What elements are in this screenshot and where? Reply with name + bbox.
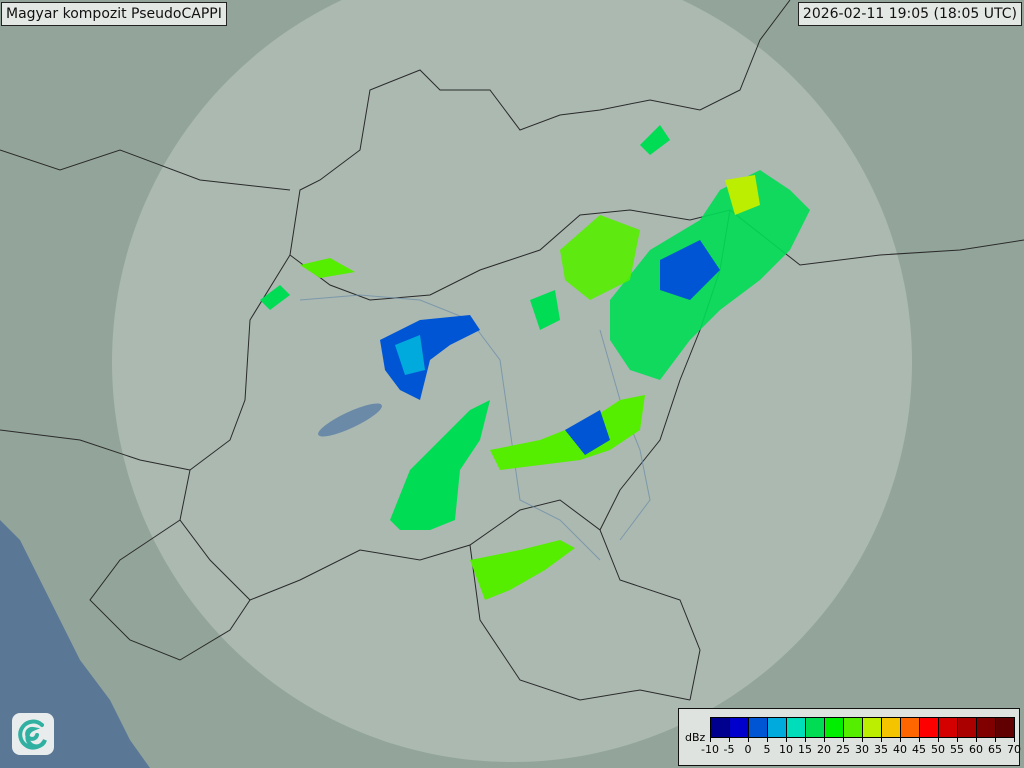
legend-tick-mark — [824, 737, 825, 742]
legend-tick-mark — [710, 737, 711, 742]
rivers — [299, 294, 651, 561]
legend-color-swatch — [996, 718, 1014, 737]
legend-tick-mark — [938, 737, 939, 742]
legend-tick-mark — [729, 737, 730, 742]
lake-balaton — [318, 403, 382, 437]
legend-tick-label: 10 — [779, 743, 793, 756]
adriatic-sea — [0, 520, 150, 768]
legend-tick-mark — [1014, 737, 1015, 742]
legend-tick-mark — [976, 737, 977, 742]
legend-color-swatch — [939, 718, 958, 737]
product-title: Magyar kompozit PseudoCAPPI — [1, 2, 227, 26]
legend-tick-label: 55 — [950, 743, 964, 756]
legend-unit: dBz — [685, 731, 706, 744]
legend-tick-mark — [919, 737, 920, 742]
legend-tick-mark — [843, 737, 844, 742]
legend-color-swatch — [749, 718, 768, 737]
legend-color-swatch — [901, 718, 920, 737]
dbz-legend: dBz -10 -5 0 5 10 15 20 25 30 35 40 45 50 55 60 65 70 — [678, 708, 1021, 766]
legend-tick-mark — [767, 737, 768, 742]
legend-tick-mark — [805, 737, 806, 742]
radar-coverage-area — [112, 0, 912, 762]
legend-tick-mark — [957, 737, 958, 742]
precipitation-echoes — [260, 125, 810, 600]
country-borders — [0, 0, 1024, 701]
legend-tick-mark — [862, 737, 863, 742]
legend-color-swatch — [844, 718, 863, 737]
legend-color-swatch — [787, 718, 806, 737]
swirl-logo-icon — [12, 713, 54, 755]
legend-tick-label: 35 — [874, 743, 888, 756]
legend-tick-mark — [995, 737, 996, 742]
legend-color-swatch — [806, 718, 825, 737]
legend-tick-label: -10 — [701, 743, 719, 756]
legend-tick-label: 30 — [855, 743, 869, 756]
legend-tick-label: 60 — [969, 743, 983, 756]
legend-color-swatch — [958, 718, 977, 737]
legend-tick-label: 5 — [763, 743, 771, 756]
legend-tick-label: 15 — [798, 743, 812, 756]
legend-tick-label: 0 — [744, 743, 752, 756]
legend-tick-label: 65 — [988, 743, 1002, 756]
legend-tick-mark — [881, 737, 882, 742]
color-scale-bar — [710, 717, 1015, 738]
legend-tick-label: 25 — [836, 743, 850, 756]
legend-tick-label: 45 — [912, 743, 926, 756]
legend-tick-label: 40 — [893, 743, 907, 756]
legend-color-swatch — [920, 718, 939, 737]
legend-color-swatch — [977, 718, 996, 737]
legend-color-swatch — [730, 718, 749, 737]
legend-tick-label: 20 — [817, 743, 831, 756]
legend-tick-mark — [748, 737, 749, 742]
legend-color-swatch — [863, 718, 882, 737]
legend-tick-label: -5 — [723, 743, 735, 756]
legend-tick-mark — [786, 737, 787, 742]
legend-ticks: -10 -5 0 5 10 15 20 25 30 35 40 45 50 55 60 65 70 — [701, 737, 1021, 763]
legend-tick-mark — [900, 737, 901, 742]
legend-tick-label: 70 — [1007, 743, 1021, 756]
legend-color-swatch — [882, 718, 901, 737]
timestamp: 2026-02-11 19:05 (18:05 UTC) — [797, 2, 1022, 26]
legend-color-swatch — [768, 718, 787, 737]
legend-tick-label: 50 — [931, 743, 945, 756]
legend-color-swatch — [711, 718, 730, 737]
legend-color-swatch — [825, 718, 844, 737]
